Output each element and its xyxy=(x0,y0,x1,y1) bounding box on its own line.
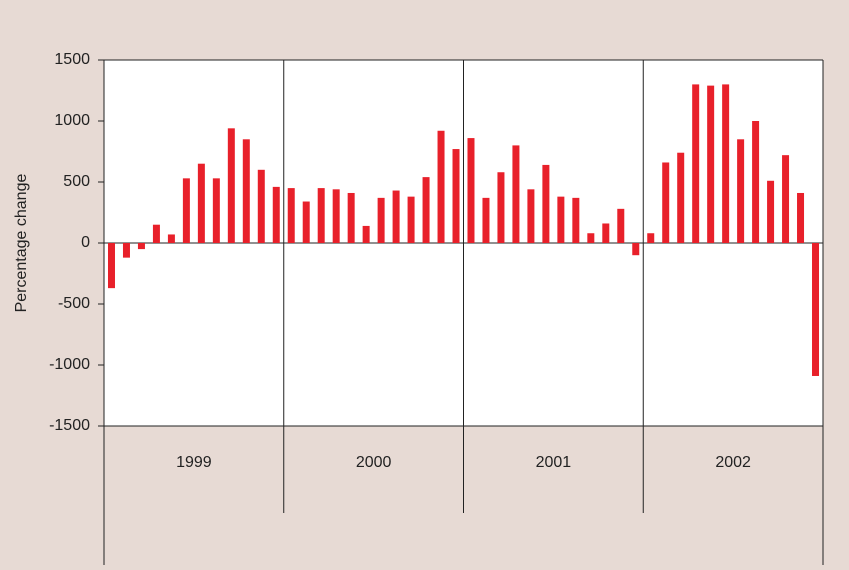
bar xyxy=(647,233,655,243)
bar xyxy=(452,149,460,243)
group-label: 2000 xyxy=(356,454,392,471)
bar xyxy=(662,162,670,243)
bar xyxy=(677,152,685,243)
y-tick-label: 1500 xyxy=(54,51,90,68)
bar xyxy=(302,201,310,243)
y-tick-label: 500 xyxy=(63,173,90,190)
bar xyxy=(257,169,265,243)
bar xyxy=(437,130,445,243)
bar xyxy=(767,180,775,243)
bar xyxy=(107,243,115,289)
bar xyxy=(212,178,220,243)
y-tick-label: 1000 xyxy=(54,112,90,129)
bar xyxy=(167,234,175,243)
bar xyxy=(782,155,790,243)
bar xyxy=(512,145,520,243)
bar xyxy=(497,172,505,243)
bar xyxy=(587,233,595,243)
bar xyxy=(317,188,325,243)
bar xyxy=(422,177,430,243)
bar xyxy=(602,223,610,243)
bar xyxy=(707,85,715,244)
y-tick-label: -500 xyxy=(58,295,90,312)
bar xyxy=(197,163,205,243)
bar xyxy=(272,186,280,243)
bar xyxy=(572,197,580,243)
bar xyxy=(467,138,475,243)
bar xyxy=(347,192,355,243)
bar xyxy=(392,190,400,243)
bar xyxy=(557,196,565,243)
bar xyxy=(812,243,820,376)
y-axis-label: Percentage change xyxy=(13,174,30,313)
bar xyxy=(542,164,550,243)
bar xyxy=(242,139,250,243)
bar xyxy=(617,208,625,243)
bar xyxy=(377,197,385,243)
bar xyxy=(287,188,295,243)
bar xyxy=(152,224,160,243)
y-tick-label: -1000 xyxy=(49,356,90,373)
bar xyxy=(362,225,370,243)
bar xyxy=(722,84,730,244)
bar xyxy=(182,178,190,243)
bar xyxy=(692,84,700,244)
bar xyxy=(632,243,640,256)
group-label: 2001 xyxy=(536,454,572,471)
bar xyxy=(332,189,340,243)
bar xyxy=(227,128,235,243)
bar xyxy=(122,243,130,258)
y-tick-label: -1500 xyxy=(49,417,90,434)
bar xyxy=(482,197,490,243)
bar xyxy=(797,192,805,243)
bar xyxy=(407,196,415,243)
group-label: 2002 xyxy=(715,454,751,471)
bar xyxy=(527,189,535,243)
group-label: 1999 xyxy=(176,454,212,471)
bar xyxy=(737,139,745,243)
bar xyxy=(752,121,760,243)
y-tick-label: 0 xyxy=(81,234,90,251)
bar xyxy=(137,243,145,250)
